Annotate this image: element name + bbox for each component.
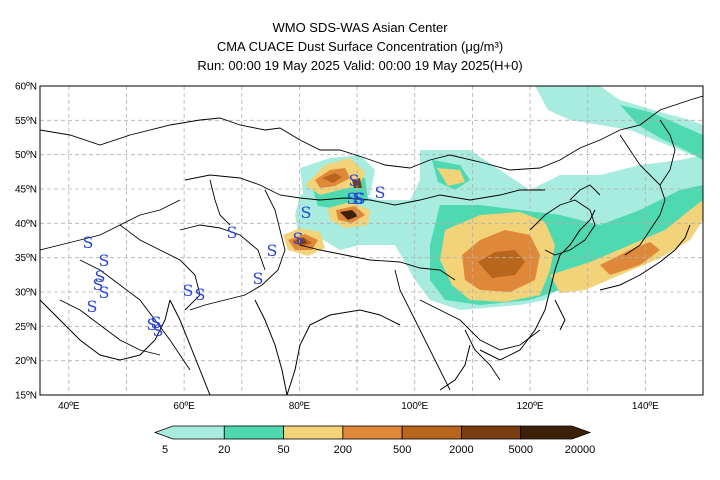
dust-storm-icon: S <box>355 189 366 208</box>
dust-storm-icon: S <box>95 267 106 286</box>
colorbar-label: 500 <box>393 444 411 456</box>
colorbar-label: 50 <box>277 444 289 456</box>
dust-storm-icon: S <box>253 269 264 288</box>
colorbar-label: 20000 <box>565 444 596 456</box>
dust-storm-icon: S <box>93 275 104 294</box>
graticule <box>40 86 703 395</box>
lon-tick-label: 80ºE <box>289 401 311 412</box>
colorbar-label: 20 <box>218 444 230 456</box>
dust-storm-icon: S <box>347 189 358 208</box>
lat-tick-label: 35ºN <box>15 253 37 264</box>
colorbar-segment <box>223 425 284 440</box>
dust-contour-moderate <box>620 105 703 160</box>
lon-tick-label: 40ºE <box>58 401 80 412</box>
dust-storm-icon: S <box>227 223 238 242</box>
dust-concentration-layer <box>283 86 703 310</box>
dust-storm-icon: S <box>99 251 110 270</box>
dust-storm-icon: S <box>153 321 164 340</box>
latitude-labels: 60ºN 55ºN 50ºN 45ºN 40ºN 35ºN 30ºN 25ºN 20ºN 15ºN <box>15 82 37 402</box>
run-valid-time: Run: 00:00 19 May 2025 Valid: 00:00 19 M… <box>197 58 523 73</box>
lat-tick-label: 25ºN <box>15 322 37 333</box>
dust-storm-icon: S <box>301 203 312 222</box>
dust-storm-icon: S <box>83 233 94 252</box>
lat-tick-label: 50ºN <box>15 150 37 161</box>
dust-contour-very-heavy <box>478 250 525 278</box>
map-title: WMO SDS-WAS Asian Center <box>272 20 448 35</box>
dust-contour-extreme <box>352 178 362 188</box>
colorbar-label: 5 <box>162 444 168 456</box>
lon-tick-label: 60ºE <box>173 401 195 412</box>
dust-storm-icon: S <box>349 171 360 190</box>
colorbar-segment <box>153 425 225 440</box>
colorbar-segment <box>342 425 403 440</box>
dust-contour-very-heavy <box>322 173 342 183</box>
map-frame <box>39 85 704 396</box>
lat-tick-label: 60ºN <box>15 82 37 93</box>
longitude-labels: 40ºE 60ºE 80ºE 100ºE 120ºE 140ºE <box>58 401 659 412</box>
colorbar-segment <box>461 425 522 440</box>
colorbar: 5 20 50 200 500 2000 5000 20000 <box>153 425 596 456</box>
lat-tick-label: 15ºN <box>15 391 37 402</box>
dust-contour-extreme <box>340 210 358 220</box>
dust-storm-icon: S <box>99 283 110 302</box>
colorbar-label: 5000 <box>508 444 532 456</box>
lon-tick-label: 140ºE <box>632 401 659 412</box>
lon-tick-label: 120ºE <box>517 401 544 412</box>
dust-storm-icon: S <box>353 189 364 208</box>
dust-storm-icon: S <box>183 281 194 300</box>
lat-tick-label: 20ºN <box>15 356 37 367</box>
dust-storm-icon: S <box>195 285 206 304</box>
lat-tick-label: 45ºN <box>15 185 37 196</box>
lon-tick-label: 100ºE <box>401 401 428 412</box>
dust-storm-icon: S <box>267 241 278 260</box>
dust-contour-heavy <box>550 200 703 293</box>
colorbar-label: 200 <box>334 444 352 456</box>
lat-tick-label: 55ºN <box>15 116 37 127</box>
dust-storm-icon: S <box>147 315 158 334</box>
dust-contour-heavy <box>437 168 465 186</box>
dust-storm-icon: S <box>375 183 386 202</box>
dust-storm-icon: S <box>151 313 162 332</box>
dust-contour-extreme <box>296 238 307 245</box>
map-subtitle: CMA CUACE Dust Surface Concentration (μg… <box>216 39 504 54</box>
dust-storm-icon: S <box>87 297 98 316</box>
lat-tick-label: 30ºN <box>15 288 37 299</box>
coastlines <box>40 209 691 395</box>
colorbar-segment <box>520 425 592 440</box>
dust-storm-icon: S <box>293 229 304 248</box>
colorbar-segment <box>401 425 462 440</box>
colorbar-segment <box>283 425 344 440</box>
colorbar-label: 2000 <box>449 444 473 456</box>
lat-tick-label: 40ºN <box>15 219 37 230</box>
